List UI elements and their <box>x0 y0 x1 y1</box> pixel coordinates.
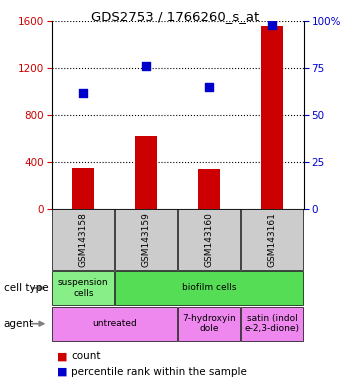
Text: GSM143160: GSM143160 <box>205 212 214 267</box>
Text: cell type: cell type <box>4 283 48 293</box>
Text: biofilm cells: biofilm cells <box>182 283 237 293</box>
Text: suspension
cells: suspension cells <box>58 278 108 298</box>
Text: GSM143161: GSM143161 <box>268 212 277 267</box>
Text: count: count <box>71 351 100 361</box>
Point <box>206 84 212 90</box>
Text: GDS2753 / 1766260_s_at: GDS2753 / 1766260_s_at <box>91 10 259 23</box>
Point <box>144 63 149 70</box>
Point <box>270 22 275 28</box>
Bar <box>135 136 157 209</box>
Text: ■: ■ <box>57 351 68 361</box>
Bar <box>261 26 284 209</box>
Bar <box>198 169 220 209</box>
Text: untreated: untreated <box>92 319 137 328</box>
Text: agent: agent <box>4 319 34 329</box>
Text: 7-hydroxyin
dole: 7-hydroxyin dole <box>182 314 236 333</box>
Point <box>80 89 86 96</box>
Bar <box>72 168 95 209</box>
Text: percentile rank within the sample: percentile rank within the sample <box>71 367 247 377</box>
Text: ■: ■ <box>57 367 68 377</box>
Text: GSM143158: GSM143158 <box>79 212 88 267</box>
Text: GSM143159: GSM143159 <box>142 212 151 267</box>
Text: satin (indol
e-2,3-dione): satin (indol e-2,3-dione) <box>245 314 300 333</box>
